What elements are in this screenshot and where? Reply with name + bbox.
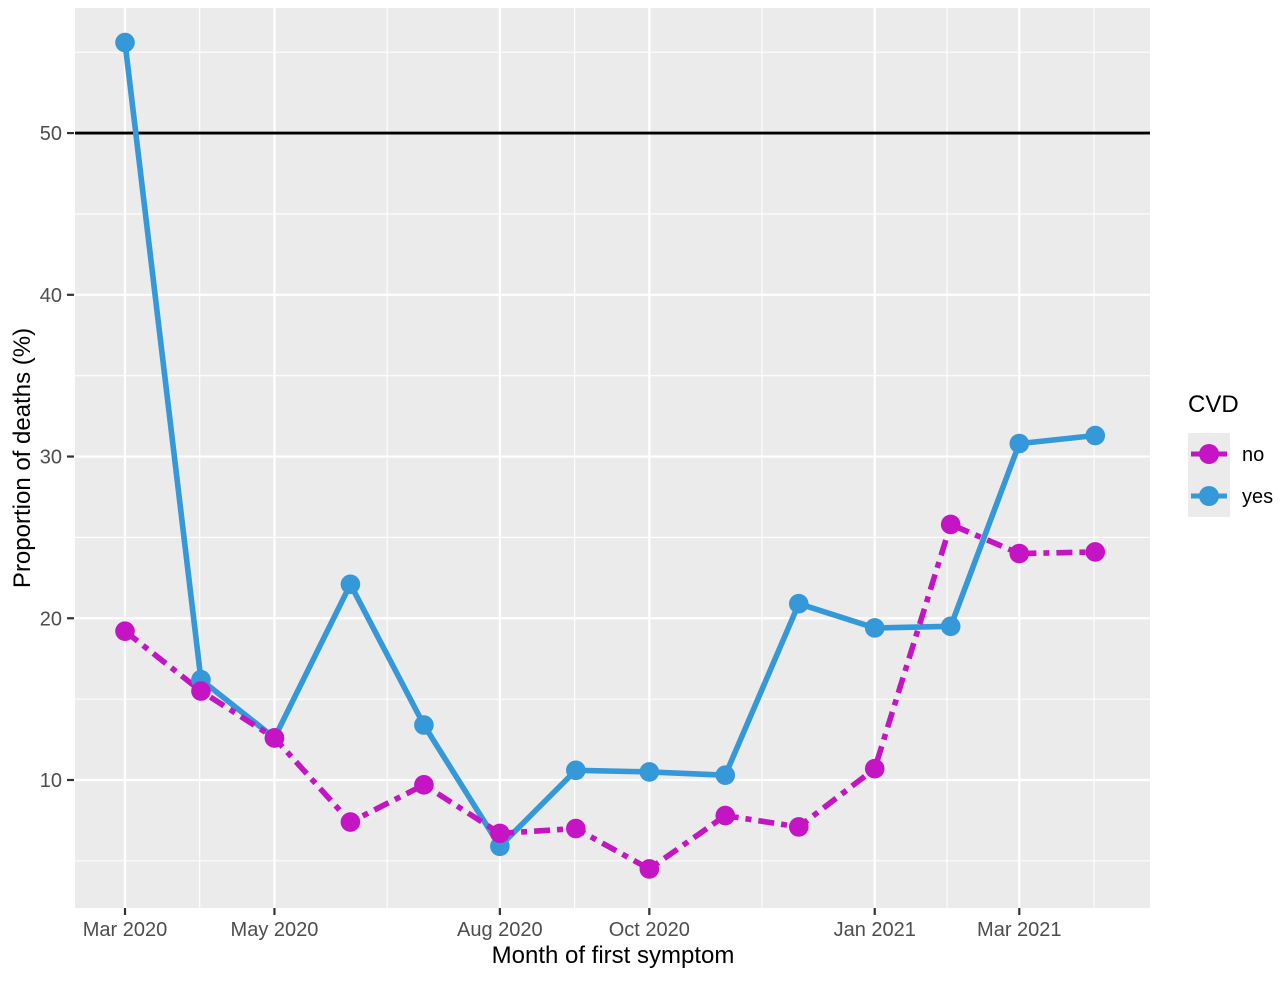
data-point-no-10	[864, 758, 885, 779]
series-line-yes	[122, 42, 1096, 850]
data-point-no-4	[414, 775, 434, 795]
data-point-no-0	[115, 621, 135, 642]
data-point-no-2	[264, 728, 285, 748]
data-point-yes-13	[1085, 425, 1106, 446]
data-point-no-12	[1009, 543, 1030, 564]
data-point-no-11	[940, 514, 961, 535]
data-point-yes-7	[639, 762, 660, 782]
legend: CVD no yes	[1188, 391, 1273, 517]
y-tick-label: 50	[40, 123, 62, 145]
legend-key-yes-point-icon	[1199, 486, 1219, 506]
y-axis-title: Proportion of deaths (%)	[9, 328, 36, 588]
legend-label-no: no	[1242, 444, 1264, 466]
data-point-no-3	[340, 812, 361, 832]
legend-key-no-point-icon	[1199, 444, 1219, 464]
data-point-no-7	[639, 859, 660, 879]
data-point-yes-0	[115, 32, 135, 53]
x-tick-label: Mar 2021	[977, 919, 1062, 941]
data-point-yes-12	[1009, 433, 1030, 454]
data-point-no-6	[566, 818, 586, 839]
series-line-no	[123, 521, 1096, 872]
y-tick-label: 30	[40, 447, 62, 469]
data-point-no-1	[191, 681, 211, 701]
data-point-yes-6	[566, 760, 586, 781]
data-point-yes-8	[715, 765, 736, 785]
data-point-yes-10	[864, 618, 885, 638]
data-point-yes-4	[414, 715, 434, 735]
x-tick-label: Oct 2020	[609, 919, 690, 941]
data-point-no-13	[1085, 542, 1106, 562]
plot-panel	[75, 8, 1150, 908]
data-point-yes-3	[340, 574, 361, 595]
legend-title: CVD	[1188, 391, 1239, 418]
y-tick-label: 10	[40, 770, 62, 792]
data-point-yes-11	[940, 616, 961, 637]
x-tick-label: Aug 2020	[457, 919, 543, 941]
y-tick-label: 20	[40, 608, 62, 630]
legend-label-yes: yes	[1242, 486, 1273, 508]
x-tick-label: Jan 2021	[834, 919, 916, 941]
data-point-yes-9	[788, 593, 809, 614]
x-tick-label: May 2020	[231, 919, 319, 941]
data-point-no-8	[715, 805, 736, 826]
data-point-no-5	[490, 823, 510, 844]
data-point-no-9	[788, 817, 809, 837]
y-tick-label: 40	[40, 285, 62, 307]
x-tick-label: Mar 2020	[83, 919, 168, 941]
x-axis-title: Month of first symptom	[492, 942, 735, 969]
plot-area: Mar 2020 May 2020 Aug 2020 Oct 2020 Jan 2021…	[40, 8, 1150, 941]
